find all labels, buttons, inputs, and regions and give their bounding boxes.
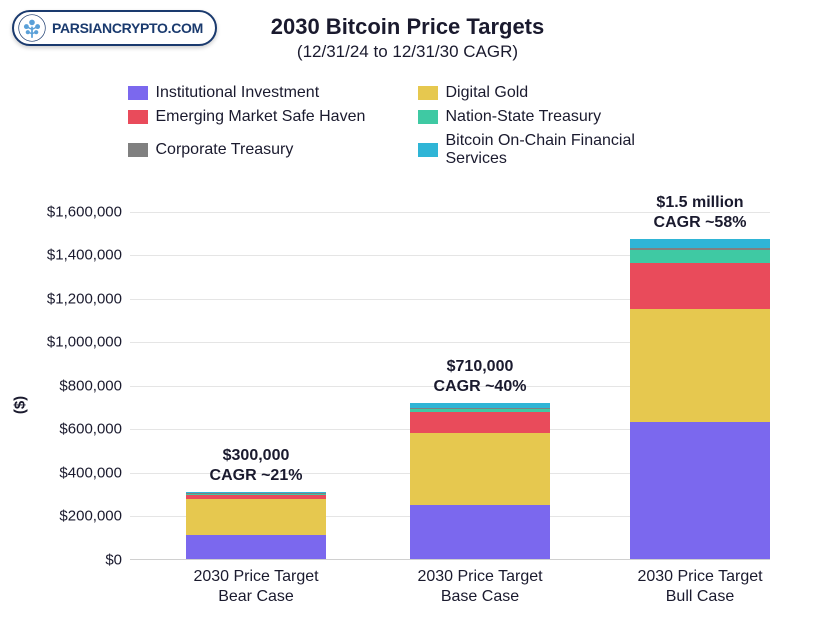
bar-total-value: $300,000 — [166, 446, 346, 466]
x-category-line1: 2030 Price Target — [390, 567, 570, 587]
brand-tree-icon — [18, 14, 46, 42]
bar: $1.5 millionCAGR ~58%2030 Price TargetBu… — [630, 239, 770, 559]
bar-segment — [630, 250, 770, 263]
legend-swatch — [418, 86, 438, 100]
bar-segment — [186, 499, 326, 535]
legend-swatch — [418, 110, 438, 124]
bar-segment — [630, 309, 770, 422]
legend-item: Digital Gold — [418, 84, 688, 102]
legend-label: Nation-State Treasury — [446, 108, 602, 126]
chart-area: ($) $0$200,000$400,000$600,000$800,000$1… — [30, 180, 790, 630]
legend-label: Corporate Treasury — [156, 141, 294, 159]
x-category-label: 2030 Price TargetBase Case — [390, 559, 570, 607]
legend-item: Nation-State Treasury — [418, 108, 688, 126]
chart-legend: Institutional Investment Digital Gold Emer… — [128, 84, 688, 168]
bar-segment — [410, 433, 550, 505]
legend-item: Corporate Treasury — [128, 132, 398, 168]
watermark-text: PARSIANCRYPTO.COM — [52, 20, 203, 36]
y-tick-label: $1,000,000 — [40, 334, 130, 351]
watermark-badge: PARSIANCRYPTO.COM — [12, 10, 217, 46]
x-category-line2: Base Case — [390, 587, 570, 607]
y-tick-label: $1,600,000 — [40, 203, 130, 220]
y-tick-label: $400,000 — [40, 464, 130, 481]
bar-segment — [630, 239, 770, 248]
x-category-label: 2030 Price TargetBear Case — [166, 559, 346, 607]
legend-label: Digital Gold — [446, 84, 529, 102]
bar-segment — [630, 422, 770, 559]
bar-top-label: $1.5 millionCAGR ~58% — [610, 193, 790, 233]
bar: $300,000CAGR ~21%2030 Price TargetBear C… — [186, 492, 326, 559]
legend-swatch — [128, 86, 148, 100]
bar-cagr-value: CAGR ~58% — [610, 213, 790, 233]
legend-label: Bitcoin On-Chain Financial Services — [446, 132, 688, 168]
bar-segment — [410, 505, 550, 559]
legend-label: Institutional Investment — [156, 84, 320, 102]
y-tick-label: $600,000 — [40, 421, 130, 438]
bar-top-label: $710,000CAGR ~40% — [390, 357, 570, 397]
bar-top-label: $300,000CAGR ~21% — [166, 446, 346, 486]
legend-item: Institutional Investment — [128, 84, 398, 102]
y-axis-label: ($) — [12, 396, 29, 414]
bar-segment — [186, 535, 326, 559]
bar-total-value: $710,000 — [390, 357, 570, 377]
bar-total-value: $1.5 million — [610, 193, 790, 213]
bar-cagr-value: CAGR ~40% — [390, 377, 570, 397]
y-tick-label: $1,400,000 — [40, 247, 130, 264]
y-tick-label: $800,000 — [40, 377, 130, 394]
y-tick-label: $0 — [40, 552, 130, 569]
legend-swatch — [128, 110, 148, 124]
y-tick-label: $1,200,000 — [40, 290, 130, 307]
x-category-line1: 2030 Price Target — [610, 567, 790, 587]
x-category-line2: Bull Case — [610, 587, 790, 607]
bar-cagr-value: CAGR ~21% — [166, 466, 346, 486]
x-category-label: 2030 Price TargetBull Case — [610, 559, 790, 607]
bar-segment — [630, 263, 770, 309]
legend-item: Emerging Market Safe Haven — [128, 108, 398, 126]
x-category-line2: Bear Case — [166, 587, 346, 607]
legend-label: Emerging Market Safe Haven — [156, 108, 366, 126]
y-tick-label: $200,000 — [40, 508, 130, 525]
bar: $710,000CAGR ~40%2030 Price TargetBase C… — [410, 403, 550, 559]
legend-swatch — [418, 143, 438, 157]
legend-swatch — [128, 143, 148, 157]
x-category-line1: 2030 Price Target — [166, 567, 346, 587]
legend-item: Bitcoin On-Chain Financial Services — [418, 132, 688, 168]
bar-segment — [410, 412, 550, 433]
plot-area: $0$200,000$400,000$600,000$800,000$1,000… — [130, 190, 770, 560]
